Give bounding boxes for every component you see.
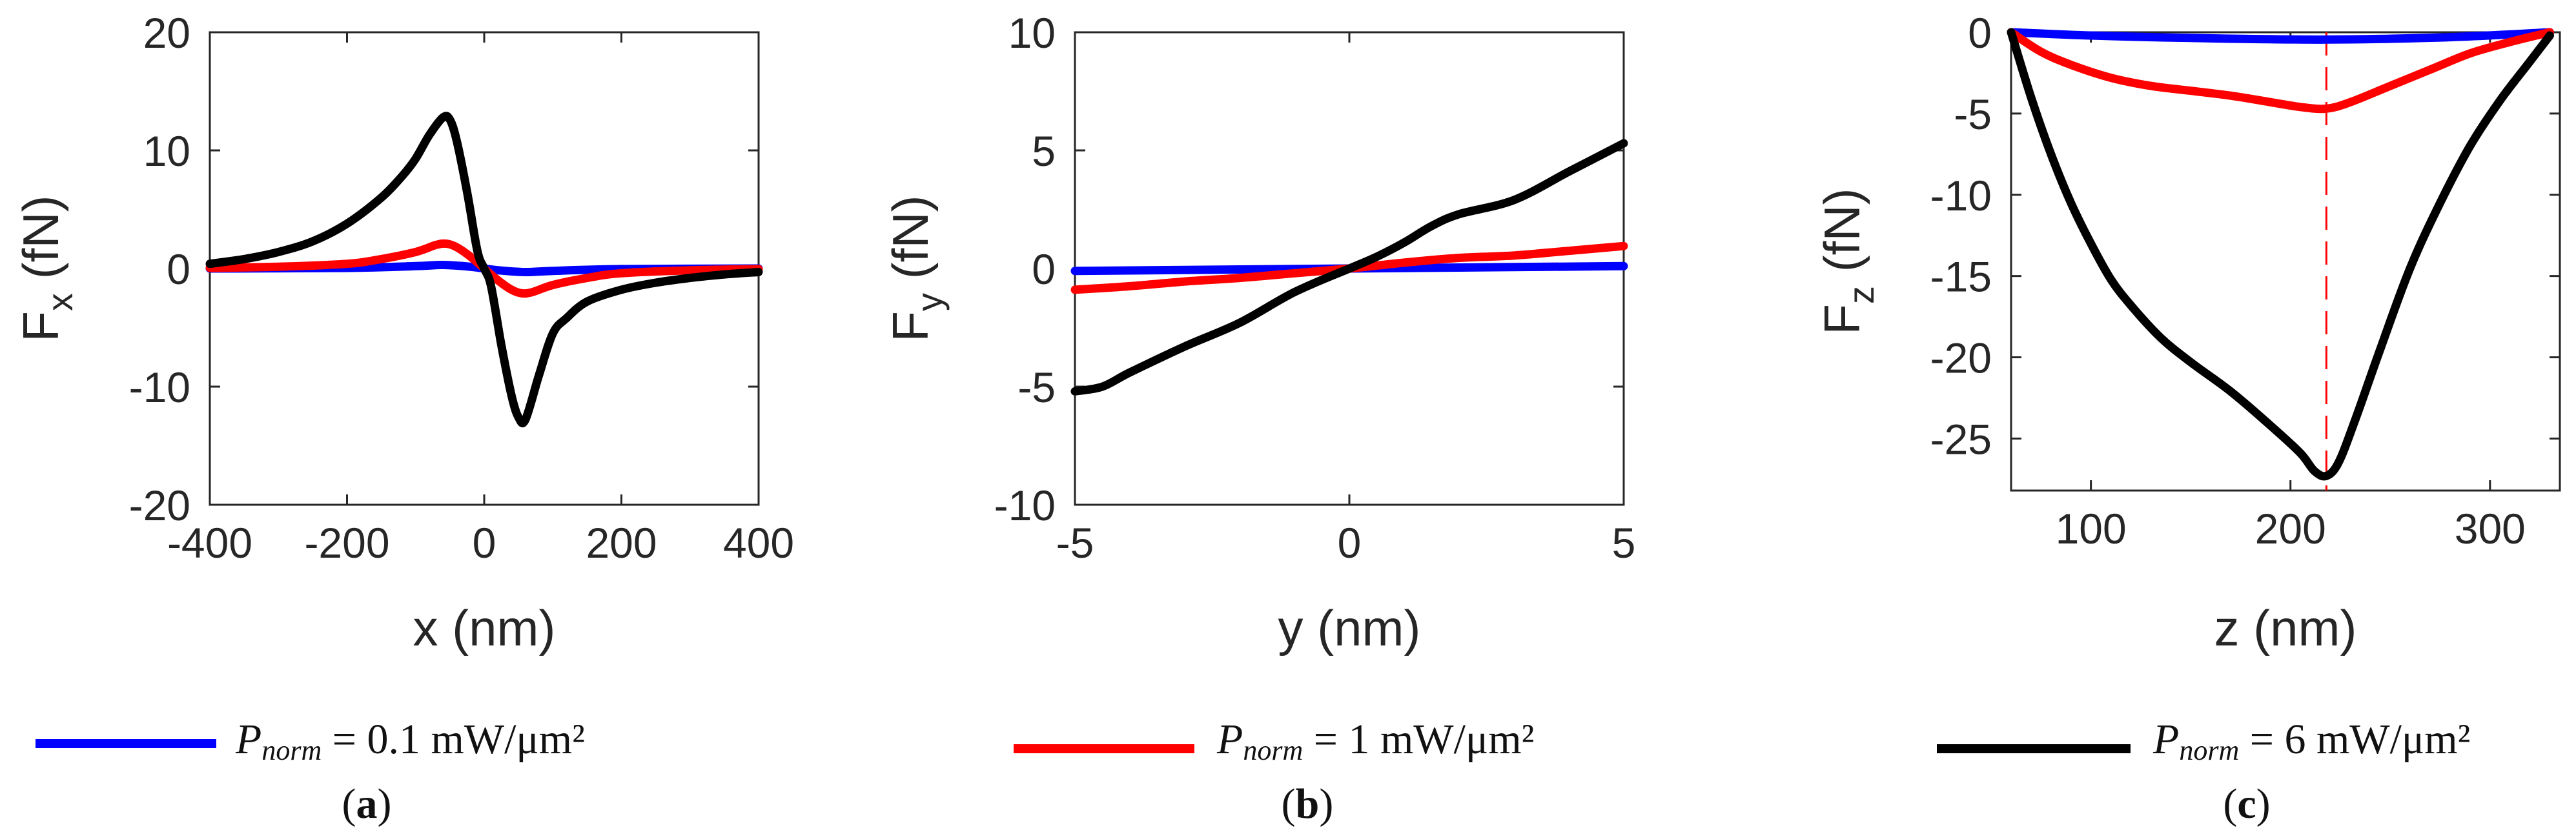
y-axis-label-sub: x	[39, 293, 80, 311]
legend-label-red: Pnorm = 1 mW/μm²	[1216, 716, 1534, 766]
caption-close: )	[378, 780, 392, 827]
y-axis-label-rest: (fN)	[1814, 188, 1870, 286]
x-tick-label: 0	[1338, 519, 1362, 567]
caption-close: )	[2256, 780, 2271, 827]
y-axis-label: Fy (fN)	[882, 195, 950, 341]
y-axis-label-sub: y	[909, 293, 950, 311]
legend-label-sub: norm	[1243, 735, 1303, 766]
y-tick-label: -5	[1017, 363, 1056, 411]
series-line-black	[1070, 139, 1628, 396]
legend-entry-blue: Pnorm = 0.1 mW/μm²	[36, 716, 585, 766]
x-tick-label: -400	[167, 519, 252, 567]
caption-a: (a)	[342, 780, 392, 827]
y-tick-label: -20	[1930, 334, 1992, 382]
series-line-blue	[2007, 28, 2554, 44]
x-tick-label: 5	[1612, 519, 1636, 567]
y-tick-label: -25	[1930, 415, 1992, 463]
panel-a: -400 -200 0 200 400 -20 -10 0 10 20 x (nm) Fx (fN…	[12, 9, 794, 656]
x-tick-label: 300	[2455, 505, 2526, 553]
y-tick-label: 0	[1032, 245, 1056, 293]
curves	[1070, 139, 1628, 396]
x-tick-label: 100	[2056, 505, 2127, 553]
legend-label-black: Pnorm = 6 mW/μm²	[2152, 716, 2470, 766]
x-axis-label: y (nm)	[1278, 600, 1421, 656]
y-tick-label: -15	[1930, 253, 1992, 301]
x-tick-label: 200	[586, 519, 657, 567]
y-axis-label-main: F	[12, 311, 69, 342]
curves	[205, 112, 763, 428]
y-tick-label: 20	[143, 9, 190, 57]
y-tick-label: 5	[1032, 127, 1056, 175]
legend-label-sub: norm	[2179, 735, 2239, 766]
legend-label-main: P	[1216, 716, 1243, 763]
ticks: -400 -200 0 200 400 -20 -10 0 10 20	[129, 9, 794, 567]
x-tick-label: -200	[304, 519, 389, 567]
ticks: 100 200 300 0 -5 -10 -15 -20 -25	[1930, 9, 2560, 553]
caption-open: (	[1282, 780, 1296, 827]
y-tick-label: -10	[1930, 172, 1992, 219]
y-axis-label-sub: z	[1841, 286, 1881, 304]
x-axis-label: x (nm)	[413, 600, 556, 656]
legend-label-sub: norm	[261, 735, 322, 766]
y-axis-label: Fx (fN)	[12, 195, 80, 341]
caption-close: )	[1319, 780, 1333, 827]
x-axis-label: z (nm)	[2214, 600, 2357, 656]
legend-entry-black: Pnorm = 6 mW/μm²	[1937, 716, 2470, 766]
caption-letter: b	[1296, 780, 1320, 827]
curves	[2007, 28, 2554, 481]
legend-label-value: = 1 mW/μm²	[1303, 716, 1534, 763]
y-tick-label: -10	[994, 482, 1056, 529]
y-axis-label-main: F	[1814, 304, 1870, 335]
legend-label-main: P	[2152, 716, 2179, 763]
y-tick-label: -5	[1954, 90, 1992, 138]
caption-open: (	[2223, 780, 2237, 827]
series-line-black	[205, 112, 763, 428]
legend: Pnorm = 0.1 mW/μm² Pnorm = 1 mW/μm² Pnor…	[36, 716, 2470, 766]
x-tick-label: -5	[1056, 519, 1094, 567]
y-axis-label: Fz (fN)	[1814, 188, 1881, 334]
caption-open: (	[342, 780, 356, 827]
y-tick-label: 10	[1008, 9, 1056, 57]
legend-label-value: = 0.1 mW/μm²	[322, 716, 585, 763]
series-line-black	[2007, 28, 2554, 481]
plot-frame	[2010, 31, 2561, 492]
caption-c: (c)	[2223, 780, 2270, 827]
y-axis-label-rest: (fN)	[882, 195, 939, 293]
series-line-red	[2007, 28, 2554, 114]
legend-label-main: P	[235, 716, 261, 763]
y-axis-label-rest: (fN)	[12, 195, 69, 293]
x-tick-label: 400	[723, 519, 794, 567]
captions: (a) (b) (c)	[342, 780, 2271, 827]
caption-letter: c	[2237, 780, 2256, 827]
caption-b: (b)	[1282, 780, 1334, 827]
caption-letter: a	[356, 780, 378, 827]
y-tick-label: -10	[129, 363, 190, 411]
panel-c: 100 200 300 0 -5 -10 -15 -20 -25 z (nm) Fz (fN)	[1814, 9, 2561, 656]
legend-label-value: = 6 mW/μm²	[2239, 716, 2470, 763]
y-tick-label: 0	[167, 245, 190, 293]
y-tick-label: -20	[129, 482, 190, 529]
x-tick-label: 200	[2255, 505, 2326, 553]
y-tick-label: 0	[1968, 9, 1992, 57]
y-axis-label-main: F	[882, 311, 939, 342]
legend-entry-red: Pnorm = 1 mW/μm²	[1014, 716, 1534, 766]
x-tick-label: 0	[473, 519, 496, 567]
y-tick-label: 10	[143, 127, 190, 175]
legend-label-blue: Pnorm = 0.1 mW/μm²	[235, 716, 585, 766]
